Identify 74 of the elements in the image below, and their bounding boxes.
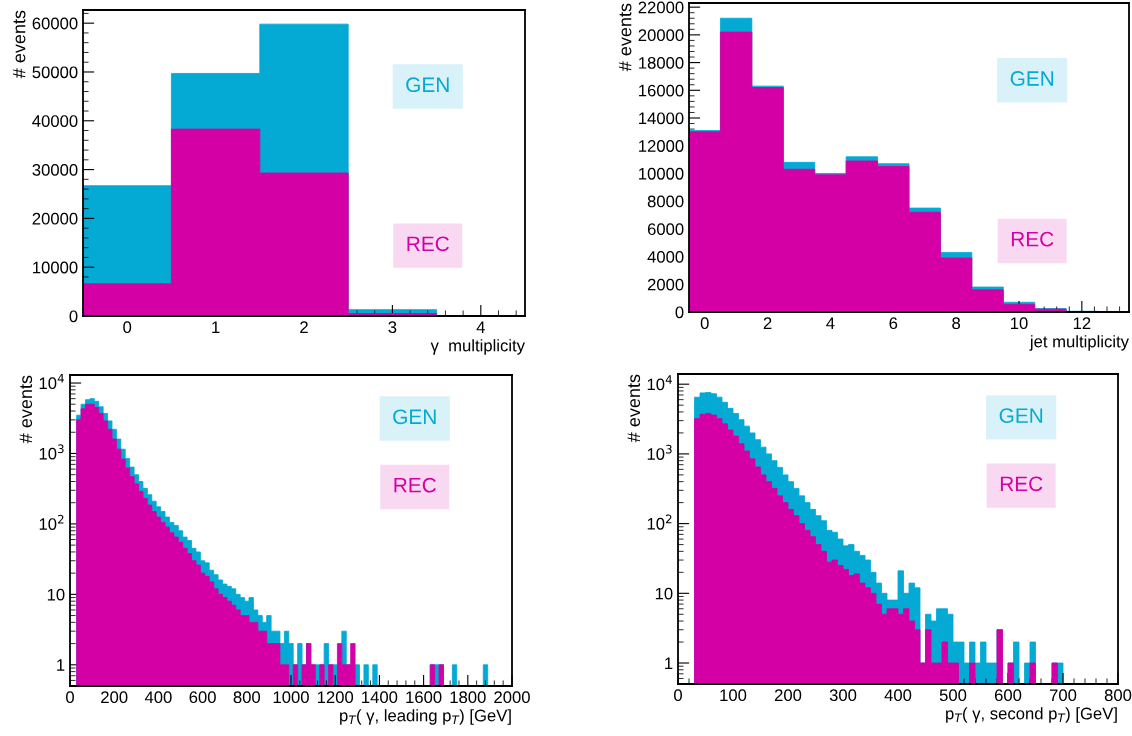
text: REC	[1000, 476, 1043, 492]
y-tick-label: 18000	[639, 56, 684, 69]
x-tick-label: 2	[763, 317, 772, 329]
x-axis-title: γ multiplicity	[430, 339, 525, 355]
x-tick-label: 200	[101, 691, 128, 704]
x-tick-label: 1800	[450, 691, 486, 704]
x-tick-label: 8	[952, 317, 961, 330]
x-tick-label: 3	[388, 321, 397, 334]
y-tick-label: 40000	[32, 115, 78, 127]
x-tick-label: 300	[829, 689, 857, 702]
x-tick-label: 400	[144, 691, 172, 704]
y-axis-title: # events	[627, 374, 641, 443]
y-tick-label: 14000	[639, 112, 684, 125]
x-tick-label: 2000	[494, 691, 530, 704]
y-tick-label: 1	[57, 659, 65, 671]
y-tick-label: 10$^{2}$	[39, 514, 64, 530]
y-axis-title: # events	[618, 3, 632, 72]
y-tick-label: 60000	[32, 17, 78, 30]
x-tick-label: 1000	[273, 691, 309, 704]
y-tick-label: 30000	[32, 163, 78, 176]
x-tick-label: 10	[1011, 317, 1028, 330]
x-tick-label: 500	[939, 689, 967, 702]
x-tick-label: 6	[889, 317, 898, 330]
y-tick-label: 10$^{4}$	[39, 374, 64, 390]
x-tick-label: 1	[212, 321, 220, 333]
x-tick-label: 0	[700, 317, 709, 330]
y-tick-label: 22000	[638, 1, 684, 14]
x-tick-label: 400	[884, 689, 912, 702]
y-tick-label: 12000	[639, 140, 684, 152]
y-tick-label: 10$^{3}$	[39, 444, 64, 460]
text: REC	[394, 477, 436, 493]
x-tick-label: 700	[1049, 689, 1077, 702]
x-tick-label: 1600	[406, 691, 442, 704]
text: GEN	[999, 408, 1043, 423]
y-tick-label: 0	[675, 306, 684, 319]
y-tick-label: 10$^{3}$	[647, 444, 672, 460]
text: GEN	[406, 77, 449, 93]
y-tick-label: 16000	[639, 84, 684, 97]
text: GEN	[1010, 71, 1054, 86]
y-tick-label: 2000	[647, 278, 684, 291]
y-axis-title: # events	[12, 10, 26, 79]
text: REC	[1011, 231, 1054, 247]
x-axis-title: jet multiplicity	[1029, 335, 1129, 351]
y-tick-label: 10$^{2}$	[647, 514, 672, 530]
y-tick-label: 20000	[638, 29, 684, 42]
y-tick-label: 8000	[647, 195, 684, 208]
x-tick-label: 1400	[362, 691, 398, 704]
y-tick-label: 10000	[639, 167, 684, 180]
x-axis-title: p$_{T}$( γ, second p$_{T}$) [GeV]	[946, 707, 1117, 723]
x-tick-label: 4	[826, 317, 835, 329]
x-tick-label: 600	[994, 689, 1022, 702]
y-tick-label: 1	[665, 657, 673, 670]
x-tick-label: 2	[300, 321, 308, 333]
y-tick-label: 10	[47, 588, 65, 601]
y-tick-label: 20000	[32, 212, 78, 225]
y-tick-label: 10$^{4}$	[647, 375, 672, 391]
text: GEN	[393, 409, 436, 425]
x-tick-label: 4	[476, 321, 485, 333]
x-axis-title: p$_{T}$( γ, leading p$_{T}$) [GeV]	[340, 709, 511, 725]
x-tick-label: 0	[123, 321, 132, 334]
y-tick-label: 10	[655, 587, 673, 600]
x-tick-label: 800	[1104, 689, 1132, 702]
x-tick-label: 600	[189, 691, 216, 704]
x-tick-label: 200	[774, 689, 802, 702]
text: REC	[407, 236, 449, 252]
y-tick-label: 50000	[32, 66, 78, 79]
y-axis-title: # events	[19, 375, 33, 444]
x-tick-label: 100	[720, 689, 747, 702]
y-tick-label: 10000	[33, 261, 78, 274]
y-tick-label: 6000	[647, 223, 684, 236]
x-tick-label: 1200	[317, 691, 354, 704]
x-tick-label: 12	[1073, 317, 1091, 329]
y-tick-label: 4000	[647, 250, 684, 263]
x-tick-label: 800	[233, 691, 261, 704]
